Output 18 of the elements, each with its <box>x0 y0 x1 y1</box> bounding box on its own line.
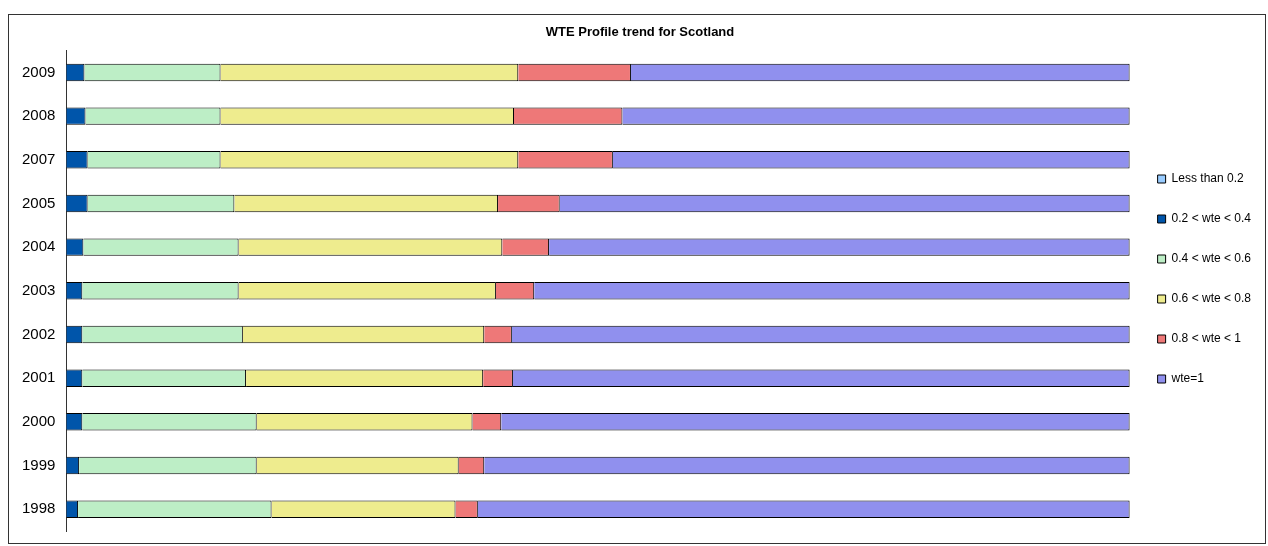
legend-label: 0.8 < wte < 1 <box>1171 331 1242 346</box>
legend-label: 0.4 < wte < 0.6 <box>1171 251 1252 266</box>
y-tick-label: 1999 <box>21 455 56 473</box>
legend-label: wte=1 <box>1170 371 1205 386</box>
legend-label: 0.6 < wte < 0.8 <box>1171 291 1252 306</box>
y-tick-label: 2007 <box>21 149 56 167</box>
y-tick-label: 2009 <box>21 62 56 80</box>
y-tick-label: 2008 <box>21 106 56 124</box>
chart-title: WTE Profile trend for Scotland <box>545 24 735 40</box>
y-tick-label: 1998 <box>21 499 56 517</box>
y-tick-label: 2003 <box>21 280 56 298</box>
y-tick-label: 2001 <box>21 368 56 386</box>
y-tick-label: 2005 <box>21 193 56 211</box>
y-tick-label: 2000 <box>21 411 56 429</box>
y-tick-label: 2002 <box>21 324 56 342</box>
y-tick-label: 2004 <box>21 237 56 255</box>
legend-label: 0.2 < wte < 0.4 <box>1171 211 1252 226</box>
legend-label: Less than 0.2 <box>1171 171 1244 186</box>
